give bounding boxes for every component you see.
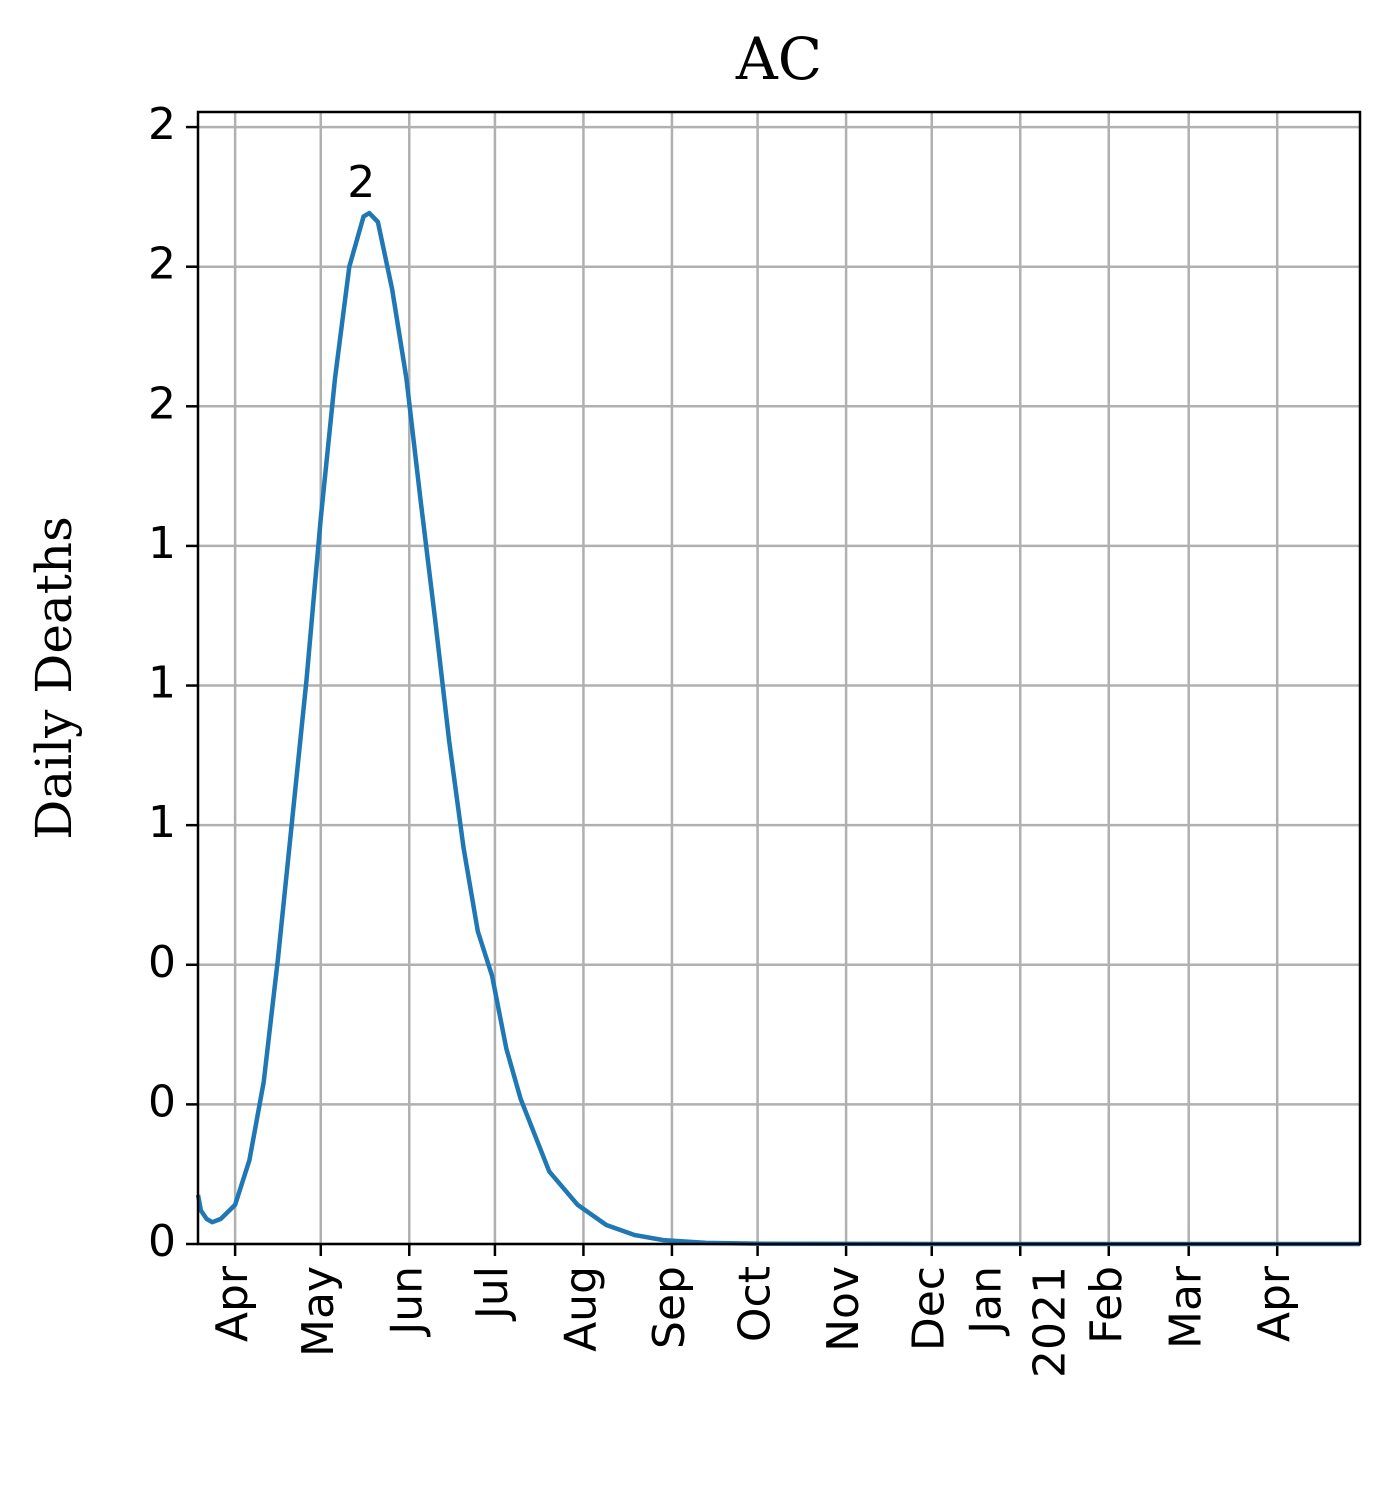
x-tick-label: Sep [644,1266,695,1349]
x-tick-label: Apr [1249,1265,1300,1342]
line [195,210,1360,1247]
y-tick-label: 1 [148,797,176,848]
plot-frame [196,110,1362,1246]
x-tick-label: 2021 [1024,1266,1075,1378]
y-tick-label: 0 [148,1216,176,1267]
data-label: 2 [347,157,375,208]
x-tick-label: Jul [467,1266,518,1322]
y-tick-label: 2 [148,99,176,150]
y-tick-label: 0 [148,937,176,988]
x-tick-label: Nov [818,1266,869,1352]
x-tick-label: Apr [207,1265,258,1342]
chart-title: AC [735,25,822,93]
y-tick-label: 0 [148,1076,176,1127]
y-tick-label: 2 [148,378,176,429]
x-tick-label: Feb [1081,1266,1132,1344]
x-tick-label: Dec [904,1266,955,1351]
y-tick-label: 1 [148,658,176,709]
x-tick-label: Jun [381,1266,432,1338]
x-tick-label: May [293,1266,344,1357]
y-tick-label: 2 [148,239,176,290]
y-tick-label: 1 [148,518,176,569]
x-tick-label: Oct [730,1266,781,1342]
x-tick-label: Jan [960,1266,1011,1337]
x-tick-label: Mar [1161,1265,1212,1349]
y-axis-label: Daily Deaths [25,516,83,839]
x-tick-label: Aug [555,1266,606,1352]
